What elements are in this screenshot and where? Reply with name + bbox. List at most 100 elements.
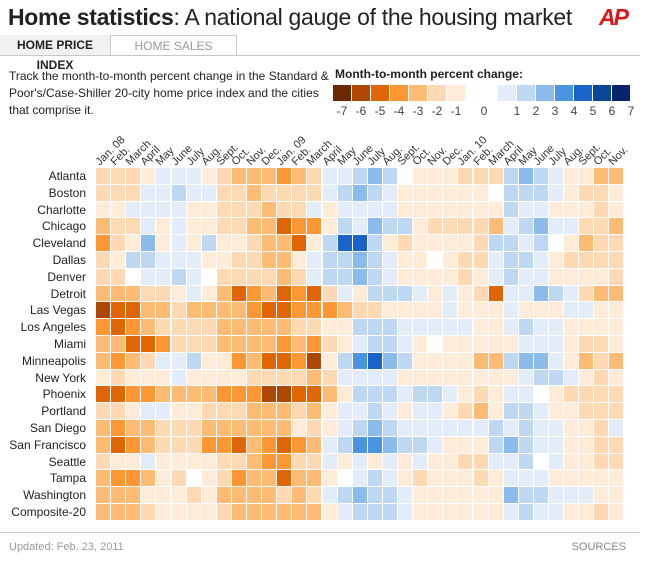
heatmap-cell[interactable] (231, 386, 246, 403)
heatmap-cell[interactable] (201, 386, 216, 403)
heatmap-cell[interactable] (503, 201, 518, 218)
heatmap-cell[interactable] (141, 487, 156, 503)
heatmap-cell[interactable] (458, 453, 473, 470)
heatmap-cell[interactable] (594, 352, 609, 369)
heatmap-cell[interactable] (141, 386, 156, 403)
heatmap-cell[interactable] (352, 470, 367, 487)
heatmap-cell[interactable] (352, 252, 367, 268)
heatmap-cell[interactable] (367, 201, 382, 218)
heatmap-cell[interactable] (156, 420, 171, 436)
heatmap-cell[interactable] (503, 470, 518, 487)
heatmap-cell[interactable] (231, 487, 246, 503)
heatmap-cell[interactable] (503, 268, 518, 285)
heatmap-cell[interactable] (111, 201, 126, 218)
heatmap-cell[interactable] (564, 470, 579, 487)
heatmap-cell[interactable] (413, 235, 428, 251)
heatmap-cell[interactable] (337, 487, 352, 503)
heatmap-cell[interactable] (443, 201, 458, 218)
heatmap-cell[interactable] (186, 235, 201, 251)
heatmap-cell[interactable] (609, 470, 624, 487)
heatmap-cell[interactable] (111, 504, 126, 520)
heatmap-cell[interactable] (367, 218, 382, 235)
heatmap-cell[interactable] (352, 336, 367, 352)
heatmap-cell[interactable] (518, 319, 533, 335)
heatmap-cell[interactable] (171, 319, 186, 335)
heatmap-cell[interactable] (216, 420, 231, 436)
heatmap-cell[interactable] (352, 218, 367, 235)
heatmap-cell[interactable] (549, 487, 563, 503)
heatmap-cell[interactable] (156, 319, 171, 335)
heatmap-cell[interactable] (579, 184, 594, 201)
heatmap-cell[interactable] (428, 235, 443, 251)
heatmap-cell[interactable] (141, 403, 156, 419)
heatmap-cell[interactable] (231, 201, 246, 218)
heatmap-cell[interactable] (201, 369, 216, 386)
heatmap-cell[interactable] (564, 403, 579, 419)
heatmap-cell[interactable] (171, 403, 186, 419)
heatmap-cell[interactable] (609, 403, 624, 419)
heatmap-cell[interactable] (126, 352, 141, 369)
heatmap-cell[interactable] (458, 201, 473, 218)
heatmap-cell[interactable] (277, 319, 292, 335)
heatmap-cell[interactable] (322, 352, 337, 369)
heatmap-cell[interactable] (141, 252, 156, 268)
heatmap-cell[interactable] (428, 352, 443, 369)
heatmap-cell[interactable] (503, 420, 518, 436)
heatmap-cell[interactable] (352, 235, 367, 251)
heatmap-cell[interactable] (141, 235, 156, 251)
heatmap-cell[interactable] (382, 252, 397, 268)
heatmap-cell[interactable] (398, 352, 412, 369)
heatmap-cell[interactable] (96, 302, 110, 319)
heatmap-cell[interactable] (443, 336, 458, 352)
heatmap-cell[interactable] (533, 201, 548, 218)
heatmap-cell[interactable] (186, 336, 201, 352)
heatmap-cell[interactable] (503, 218, 518, 235)
heatmap-cell[interactable] (352, 184, 367, 201)
heatmap-cell[interactable] (277, 386, 292, 403)
heatmap-cell[interactable] (594, 420, 609, 436)
heatmap-cell[interactable] (231, 504, 246, 520)
heatmap-cell[interactable] (549, 369, 563, 386)
heatmap-cell[interactable] (186, 268, 201, 285)
heatmap-cell[interactable] (247, 436, 261, 453)
heatmap-cell[interactable] (579, 453, 594, 470)
heatmap-cell[interactable] (413, 403, 428, 419)
heatmap-cell[interactable] (488, 336, 503, 352)
heatmap-cell[interactable] (262, 201, 277, 218)
heatmap-cell[interactable] (503, 168, 518, 184)
heatmap-cell[interactable] (398, 420, 412, 436)
heatmap-cell[interactable] (96, 436, 110, 453)
heatmap-cell[interactable] (473, 336, 488, 352)
heatmap-cell[interactable] (579, 235, 594, 251)
heatmap-cell[interactable] (201, 487, 216, 503)
heatmap-cell[interactable] (549, 268, 563, 285)
heatmap-cell[interactable] (594, 285, 609, 302)
heatmap-cell[interactable] (292, 184, 307, 201)
heatmap-cell[interactable] (382, 285, 397, 302)
heatmap-cell[interactable] (231, 336, 246, 352)
heatmap-cell[interactable] (156, 201, 171, 218)
heatmap-cell[interactable] (96, 352, 110, 369)
heatmap-cell[interactable] (126, 403, 141, 419)
heatmap-cell[interactable] (141, 268, 156, 285)
heatmap-cell[interactable] (201, 470, 216, 487)
heatmap-cell[interactable] (231, 235, 246, 251)
heatmap-cell[interactable] (156, 487, 171, 503)
heatmap-cell[interactable] (201, 252, 216, 268)
heatmap-cell[interactable] (111, 235, 126, 251)
heatmap-cell[interactable] (277, 487, 292, 503)
heatmap-cell[interactable] (382, 369, 397, 386)
heatmap-cell[interactable] (141, 218, 156, 235)
heatmap-cell[interactable] (473, 168, 488, 184)
heatmap-cell[interactable] (322, 470, 337, 487)
heatmap-cell[interactable] (579, 369, 594, 386)
heatmap-cell[interactable] (609, 453, 624, 470)
heatmap-cell[interactable] (518, 504, 533, 520)
heatmap-cell[interactable] (141, 453, 156, 470)
heatmap-cell[interactable] (96, 252, 110, 268)
heatmap-cell[interactable] (292, 201, 307, 218)
heatmap-cell[interactable] (458, 302, 473, 319)
heatmap-cell[interactable] (579, 504, 594, 520)
heatmap-cell[interactable] (126, 470, 141, 487)
heatmap-cell[interactable] (518, 470, 533, 487)
